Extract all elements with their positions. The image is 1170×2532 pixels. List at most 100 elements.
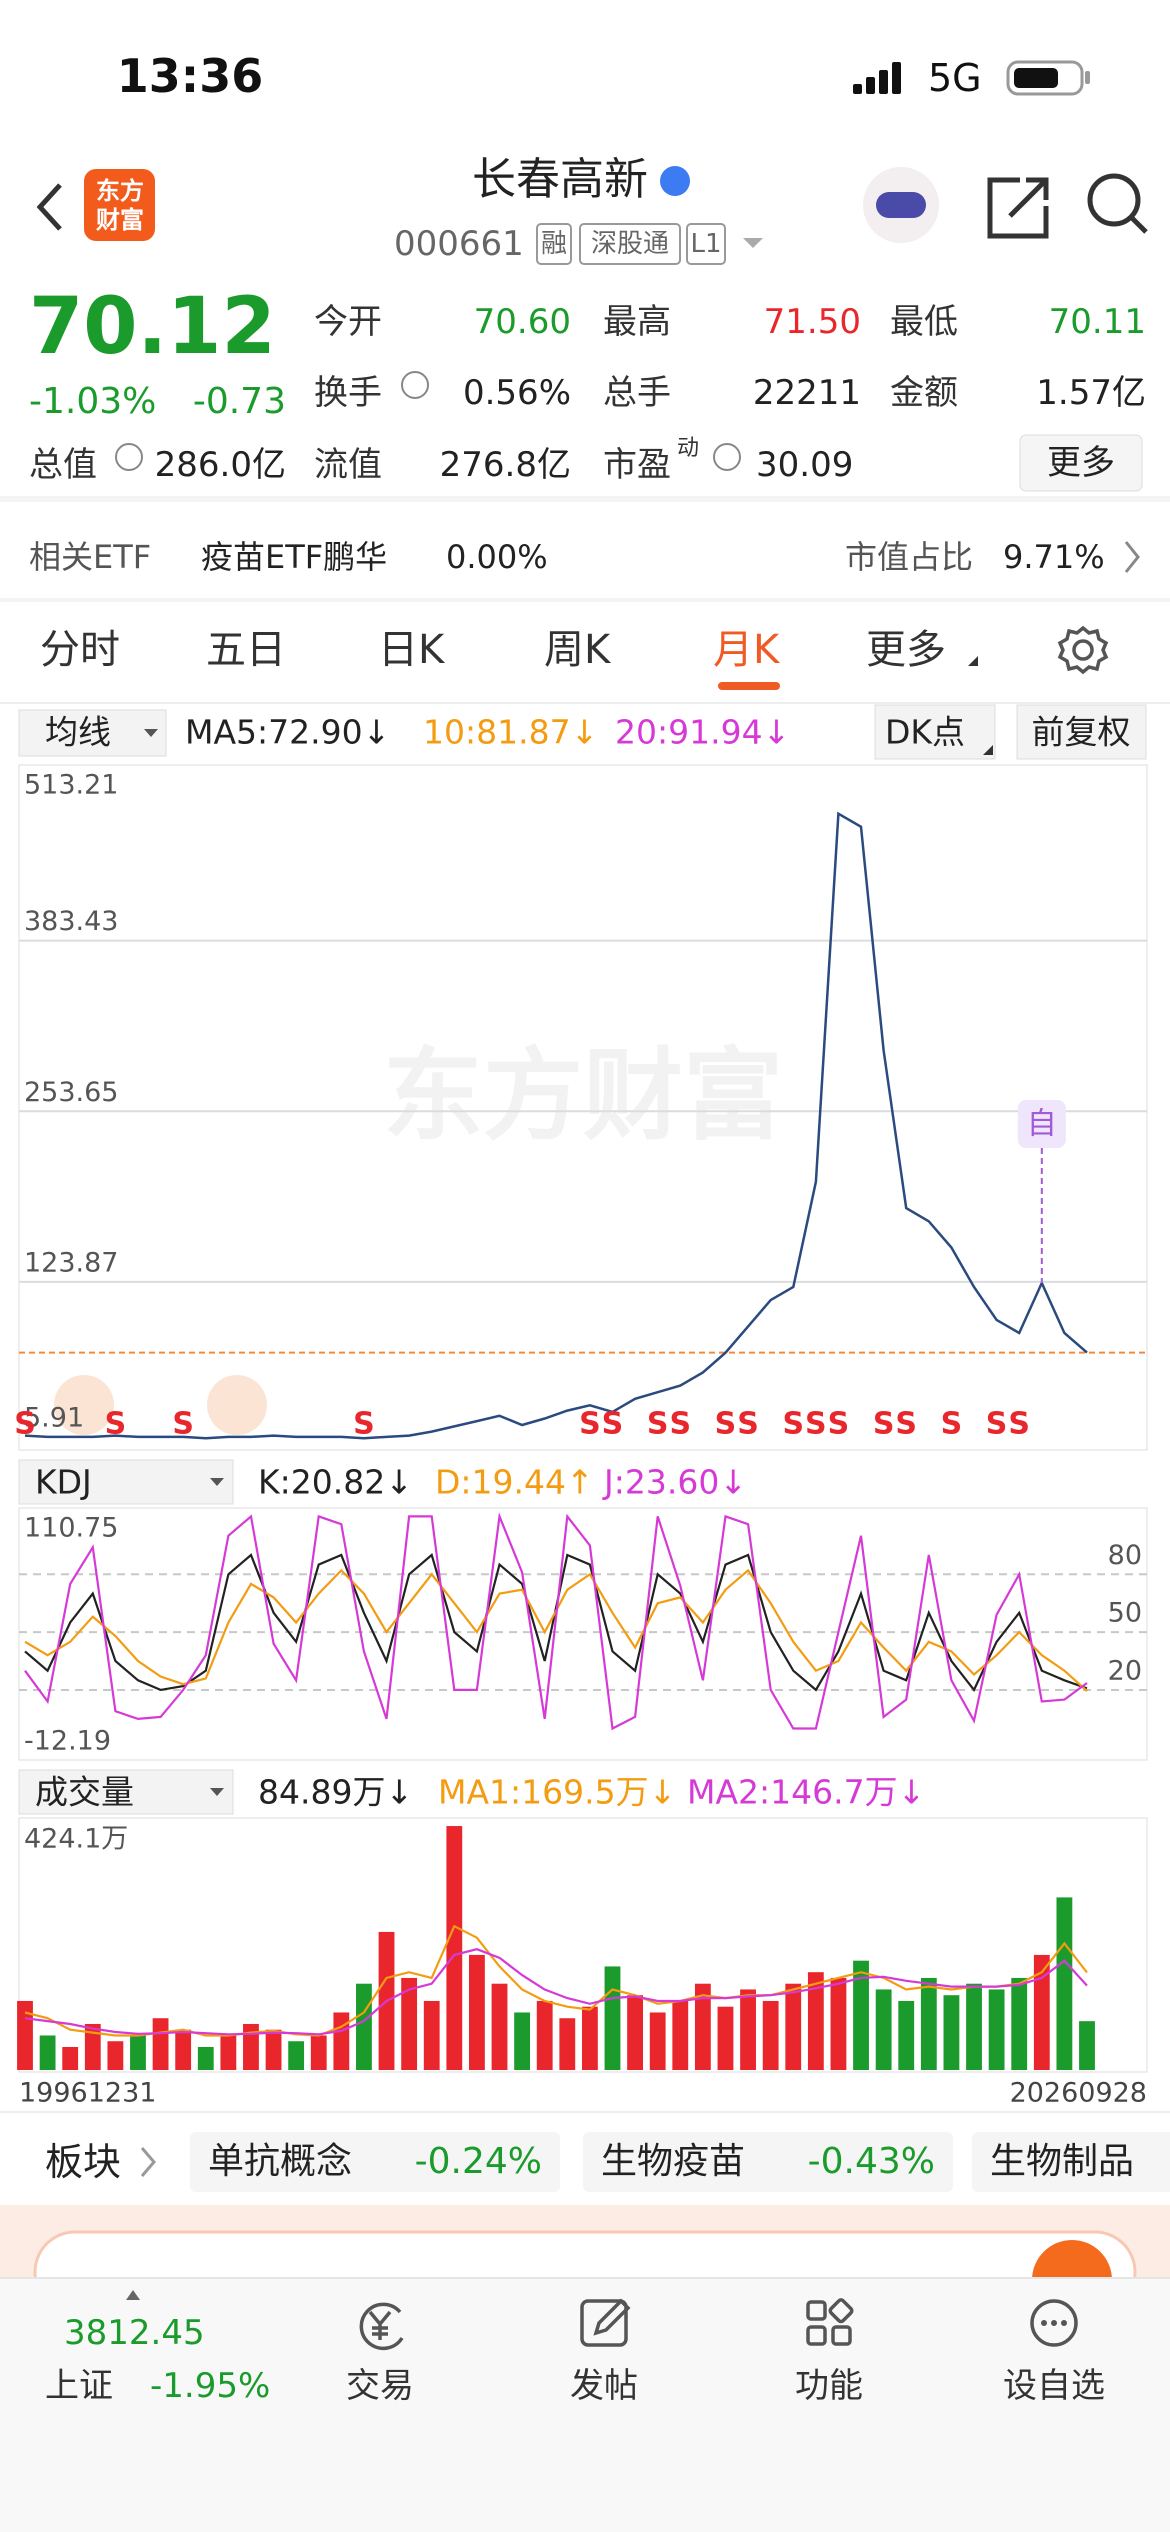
y-tick-label: 424.1万 <box>24 1824 128 1855</box>
sector-change: -0.24% <box>414 2141 542 2182</box>
separator <box>0 496 1170 502</box>
volume-bar <box>469 1954 485 2070</box>
signal-label: S <box>737 1407 759 1442</box>
settings-button[interactable] <box>1057 625 1109 675</box>
badge <box>660 166 690 196</box>
field-value: 22211 <box>752 373 861 413</box>
nav-icon[interactable] <box>806 2298 854 2346</box>
volume-bar <box>762 2000 779 2070</box>
chart-button[interactable]: DK点 <box>885 712 966 752</box>
indicator-value: 20:91.94↓ <box>615 712 791 752</box>
signal-label: S <box>986 1407 1008 1442</box>
volume-bar <box>920 1977 937 2070</box>
volume-bar <box>333 2012 350 2070</box>
tab[interactable]: 日K <box>378 627 445 673</box>
fullscreen-button[interactable] <box>207 1375 267 1435</box>
volume-ma-line <box>24 1948 1088 2036</box>
sector-name[interactable]: 生物制品 <box>990 2141 1135 2182</box>
chart-button[interactable]: 前复权 <box>1031 712 1131 752</box>
signal-label: S <box>828 1407 850 1442</box>
dropdown-arrow <box>210 1478 224 1486</box>
tab[interactable]: 五日 <box>206 627 286 673</box>
volume-bar <box>694 1983 711 2070</box>
nav-label[interactable]: 设自选 <box>1003 2366 1105 2406</box>
info-icon[interactable] <box>115 371 741 471</box>
price-line <box>24 811 1088 1440</box>
nav-label[interactable]: 发帖 <box>570 2366 638 2406</box>
volume-bar <box>310 2035 327 2070</box>
reference-label: 20 <box>1108 1655 1142 1686</box>
sector-chip[interactable] <box>972 2132 1170 2192</box>
field-label: 市盈 <box>603 445 671 485</box>
watermark: 东方财富 <box>383 1037 783 1154</box>
field-label: 金额 <box>890 373 958 413</box>
selector-box[interactable] <box>18 1769 234 1815</box>
tab[interactable]: 分时 <box>40 627 120 673</box>
sector-name[interactable]: 生物疫苗 <box>601 2141 746 2182</box>
volume-bar <box>785 1983 802 2070</box>
sector-chip[interactable] <box>583 2132 953 2192</box>
expand-left-button[interactable] <box>54 1375 114 1435</box>
signal-label: S <box>1008 1407 1030 1442</box>
indicator-selector[interactable]: 成交量 <box>35 1772 134 1812</box>
back-button[interactable] <box>36 183 62 231</box>
kdj-line <box>24 1568 1088 1692</box>
separator <box>0 598 1170 602</box>
volume-bar <box>152 2018 169 2070</box>
stock-tag: L1 <box>690 229 722 259</box>
avatar-face <box>876 192 926 218</box>
button-box[interactable] <box>874 704 996 760</box>
tab[interactable]: 周K <box>544 627 611 673</box>
field-label: 总值 <box>29 445 97 485</box>
index-arrow <box>126 2290 140 2300</box>
nav-label[interactable]: 功能 <box>795 2366 863 2406</box>
dropdown-arrow <box>968 656 978 666</box>
tab-indicator <box>718 682 780 690</box>
stock-title: 长春高新 <box>472 154 648 205</box>
sector-label[interactable]: 板块 <box>45 2140 122 2184</box>
chart-frame <box>18 1817 1148 2073</box>
signal-label: S <box>172 1407 194 1442</box>
date-end: 20260928 <box>1009 2077 1147 2109</box>
indicator-selector[interactable]: 均线 <box>45 712 111 752</box>
signal-label: S <box>14 1407 36 1442</box>
volume-bar <box>581 2006 598 2070</box>
search-button[interactable] <box>1087 173 1148 234</box>
volume-ma-line <box>24 1924 1088 2037</box>
selector-box[interactable] <box>18 709 167 757</box>
field-value: 30.09 <box>756 445 854 485</box>
etf-label: 相关ETF <box>29 538 152 576</box>
status-network: 5G <box>928 56 982 100</box>
volume-bar <box>943 1995 960 2070</box>
more-button[interactable] <box>1019 434 1143 492</box>
nav-icon[interactable] <box>580 2298 631 2347</box>
tab[interactable]: 更多 <box>866 627 946 673</box>
tab[interactable]: 月K <box>713 627 780 673</box>
button-box[interactable] <box>1016 704 1147 760</box>
field-value: 1.57亿 <box>1036 373 1146 413</box>
y-tick-label: 123.87 <box>24 1247 118 1278</box>
volume-bar <box>288 2041 305 2070</box>
index-value: 3812.45 <box>64 2313 205 2353</box>
field-value: 0.56% <box>462 373 571 413</box>
nav-icon[interactable] <box>1030 2299 1078 2347</box>
indicator-selector[interactable]: KDJ <box>35 1462 92 1502</box>
sector-name[interactable]: 单抗概念 <box>208 2141 353 2182</box>
nav-label[interactable]: 交易 <box>346 2366 414 2406</box>
index-change: -1.95% <box>150 2366 271 2406</box>
tag-box <box>536 223 572 265</box>
share-button[interactable] <box>987 177 1049 239</box>
sector-chip[interactable] <box>190 2132 560 2192</box>
nav-icon[interactable] <box>359 2302 404 2351</box>
more-button[interactable]: 更多 <box>1047 443 1115 483</box>
selector-box[interactable] <box>18 1459 234 1505</box>
signal-label: S <box>579 1407 601 1442</box>
volume-bar <box>265 2029 282 2070</box>
etf-name: 疫苗ETF鹏华 <box>201 538 388 576</box>
signal-label: S <box>647 1407 669 1442</box>
sector-change: -0.43% <box>807 2141 935 2182</box>
volume-bar <box>514 2012 531 2070</box>
signal-icon <box>853 62 901 94</box>
